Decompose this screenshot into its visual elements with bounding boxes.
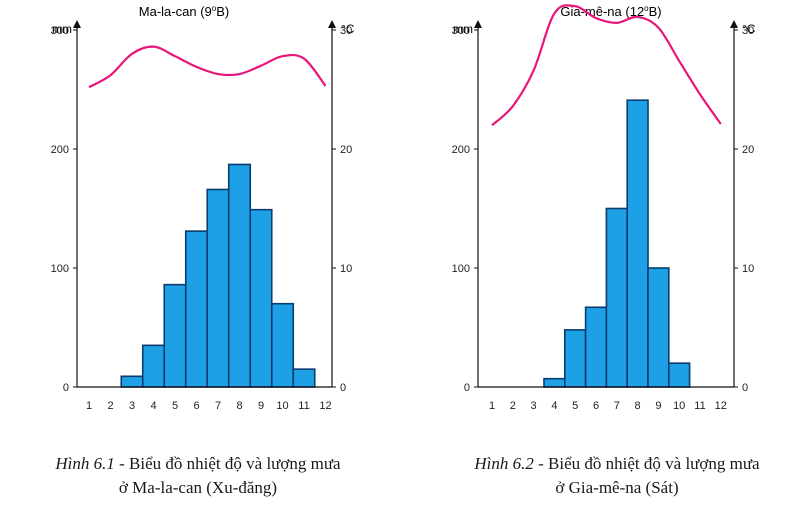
y-right-tick-label: 0 (340, 382, 346, 394)
x-tick-label: 7 (215, 400, 221, 412)
x-tick-label: 5 (172, 400, 178, 412)
temperature-line (491, 4, 722, 127)
y-left-axis-arrow (73, 20, 81, 28)
bar-month-7 (206, 188, 230, 388)
y-right-unit: °C (742, 22, 756, 36)
bar-month-8 (626, 99, 649, 388)
y-right-unit: °C (341, 22, 355, 36)
y-left-tick-label: 100 (452, 263, 470, 275)
x-tick-label: 2 (107, 400, 113, 412)
x-tick-label: 3 (129, 400, 135, 412)
bar-month-4 (543, 377, 566, 388)
x-tick-label: 8 (236, 400, 242, 412)
bar-month-4 (141, 344, 166, 388)
y-right-tick-label: 30 (340, 25, 352, 37)
figure-caption-6-2: Hình 6.2 - Biểu đồ nhiệt độ và lượng mưa… (437, 452, 797, 500)
y-right-tick-label: 20 (742, 144, 754, 156)
y-left-tick-label: 200 (51, 144, 69, 156)
figure-number: Hình 6.2 (474, 454, 534, 473)
x-tick-label: 12 (319, 400, 331, 412)
y-left-tick-label: 300 (452, 25, 470, 37)
bar-month-11 (292, 368, 316, 388)
y-left-axis-arrow (474, 20, 482, 28)
climate-chart-malakan: Ma-la-can (9oB) mm °C 0 100 200 300 0 10 20 30 1… (51, 4, 355, 412)
x-tick-label: 1 (86, 400, 92, 412)
y-left-tick-label: 200 (452, 144, 470, 156)
y-right-tick-label: 20 (340, 144, 352, 156)
bar-month-9 (647, 267, 670, 388)
bar-month-5 (564, 329, 587, 388)
x-tick-label: 12 (715, 400, 727, 412)
x-tick-label: 4 (150, 400, 156, 412)
x-tick-label: 7 (614, 400, 620, 412)
x-tick-label: 4 (551, 400, 557, 412)
x-tick-label: 10 (276, 400, 288, 412)
x-tick-label: 5 (572, 400, 578, 412)
bar-month-9 (249, 208, 273, 388)
bar-month-6 (184, 230, 209, 388)
x-tick-label: 10 (673, 400, 685, 412)
bar-month-7 (605, 207, 628, 388)
x-tick-label: 9 (655, 400, 661, 412)
caption-line-2: ở Gia-mê-na (Sát) (555, 478, 679, 497)
y-right-tick-label: 10 (340, 263, 352, 275)
y-left-tick-label: 300 (51, 25, 69, 37)
y-right-tick-label: 0 (742, 382, 748, 394)
y-right-axis-arrow (328, 20, 336, 28)
caption-line-1: Biểu đồ nhiệt độ và lượng mưa (129, 454, 341, 473)
x-tick-label: 9 (258, 400, 264, 412)
x-tick-label: 3 (531, 400, 537, 412)
x-tick-label: 8 (635, 400, 641, 412)
y-left-unit: mm (52, 22, 72, 36)
figure-number: Hình 6.1 (55, 454, 115, 473)
y-left-tick-label: 0 (63, 382, 69, 394)
x-tick-label: 1 (489, 400, 495, 412)
y-right-tick-label: 30 (742, 25, 754, 37)
bar-month-3 (120, 375, 144, 388)
y-left-tick-label: 100 (51, 263, 69, 275)
x-tick-label: 11 (298, 400, 309, 412)
bar-month-10 (667, 362, 691, 388)
y-right-tick-label: 10 (742, 263, 754, 275)
x-tick-label: 11 (694, 400, 705, 412)
x-tick-label: 6 (193, 400, 199, 412)
y-right-axis-arrow (730, 20, 738, 28)
x-tick-label: 2 (510, 400, 516, 412)
climate-chart-gia-mena: Gia-mê-na (12oB) mm °C 01002003000102030… (452, 4, 756, 412)
y-left-unit: mm (453, 22, 473, 36)
temperature-line (88, 45, 327, 89)
caption-line-1: Biểu đồ nhiệt độ và lượng mưa (548, 454, 760, 473)
bar-month-8 (227, 163, 252, 388)
bar-month-10 (270, 302, 295, 388)
y-left-tick-label: 0 (464, 382, 470, 394)
caption-line-2: ở Ma-la-can (Xu-đăng) (118, 478, 278, 497)
figure-caption-6-1: Hình 6.1 - Biểu đồ nhiệt độ và lượng mưa… (18, 452, 378, 500)
chart-title: Ma-la-can (9oB) (139, 4, 229, 19)
x-tick-label: 6 (593, 400, 599, 412)
bar-month-6 (584, 306, 608, 388)
bar-month-5 (163, 283, 187, 388)
